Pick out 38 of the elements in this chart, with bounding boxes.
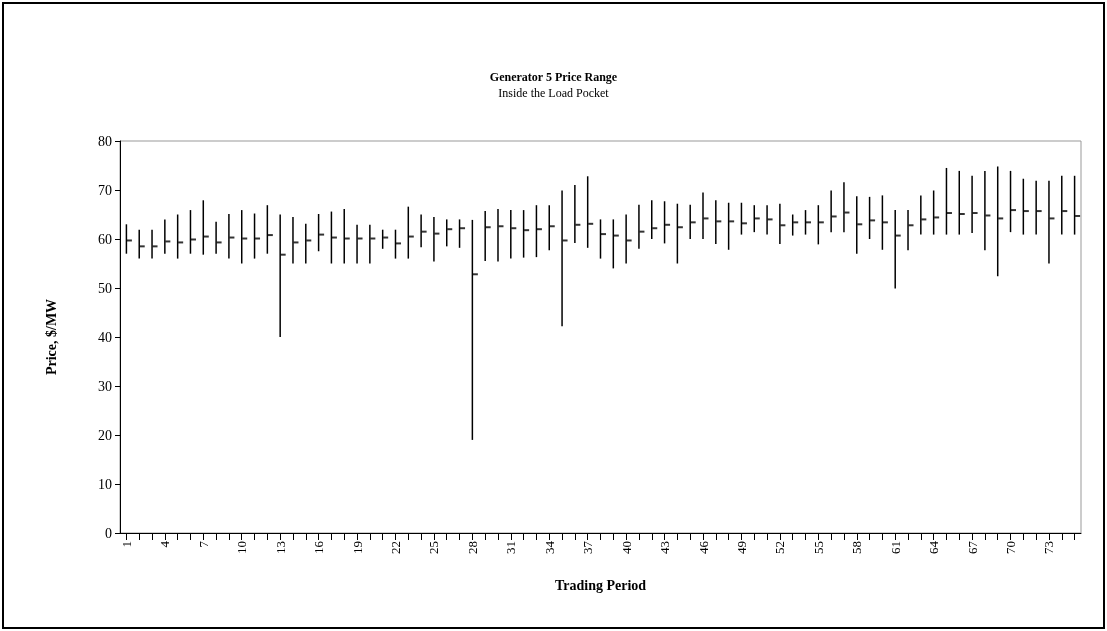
x-tick-label: 46 — [695, 540, 711, 554]
y-tick-label: 10 — [98, 476, 112, 492]
y-axis-title: Price, $/MW — [43, 298, 59, 376]
x-tick-label: 31 — [503, 541, 519, 554]
x-tick-label: 4 — [157, 540, 173, 548]
x-tick-label: 19 — [349, 541, 365, 554]
y-tick-label: 50 — [98, 280, 112, 296]
x-tick-label: 55 — [810, 541, 826, 554]
chart-subtitle: Inside the Load Pocket — [498, 86, 610, 100]
x-tick-label: 22 — [387, 541, 403, 554]
x-tick-label: 13 — [272, 541, 288, 554]
y-tick-label: 40 — [98, 329, 112, 345]
x-tick-label: 1 — [118, 541, 134, 548]
x-tick-label: 43 — [657, 541, 673, 554]
x-tick-label: 34 — [541, 540, 557, 554]
x-tick-label: 37 — [580, 540, 596, 554]
x-tick-label: 64 — [926, 540, 942, 554]
y-tick-label: 60 — [98, 231, 112, 247]
x-tick-label: 61 — [887, 541, 903, 554]
y-tick-label: 80 — [98, 133, 112, 149]
y-tick-label: 70 — [98, 182, 112, 198]
x-tick-label: 73 — [1041, 541, 1057, 554]
x-tick-label: 25 — [426, 541, 442, 554]
x-tick-label: 10 — [234, 541, 250, 554]
x-tick-label: 70 — [1003, 541, 1019, 554]
x-tick-label: 58 — [849, 541, 865, 554]
x-tick-label: 28 — [464, 541, 480, 554]
x-tick-label: 52 — [772, 541, 788, 554]
chart-title: Generator 5 Price Range — [489, 70, 618, 84]
y-tick-label: 0 — [105, 525, 112, 541]
y-tick-label: 30 — [98, 378, 112, 394]
x-tick-label: 49 — [733, 541, 749, 554]
x-tick-label: 16 — [311, 540, 327, 554]
x-tick-label: 40 — [618, 541, 634, 554]
y-tick-label: 20 — [98, 427, 112, 443]
x-tick-label: 67 — [964, 540, 980, 554]
x-axis-title: Trading Period — [554, 577, 647, 593]
x-tick-label: 7 — [195, 540, 211, 548]
